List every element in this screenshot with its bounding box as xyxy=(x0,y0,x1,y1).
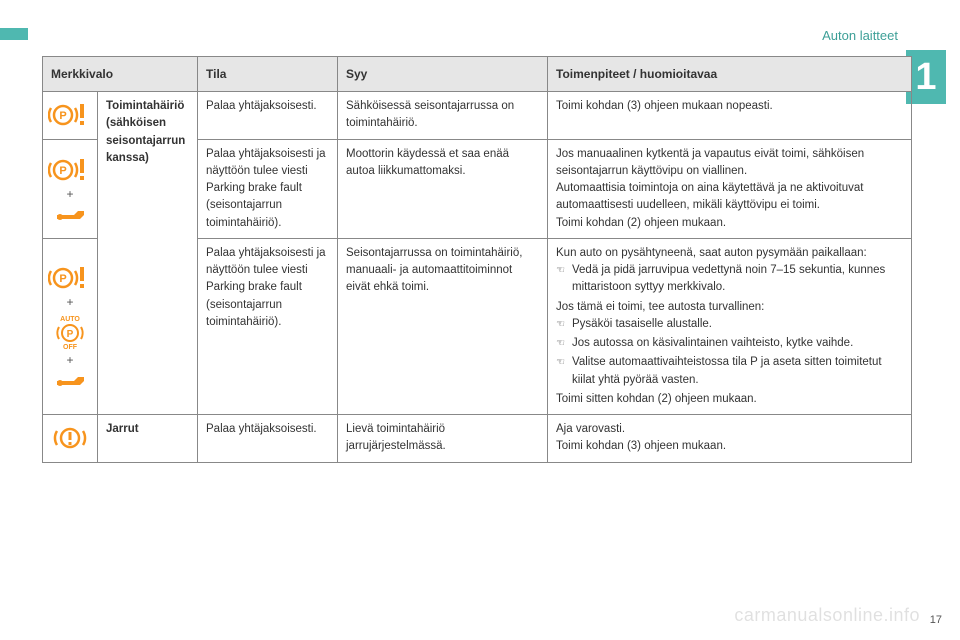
toim-text: Toimi kohdan (3) ohjeen mukaan nopeasti. xyxy=(548,92,912,140)
section-number: 1 xyxy=(906,50,946,104)
syy-text: Sähköisessä seisontajarrussa on toiminta… xyxy=(338,92,548,140)
tila-text: Palaa yhtäjaksoisesti. xyxy=(198,92,338,140)
page-number: 17 xyxy=(930,614,942,626)
col-toim: Toimenpiteet / huomioitavaa xyxy=(548,57,912,92)
svg-text:OFF: OFF xyxy=(63,344,78,349)
warning-icon-cell: P xyxy=(43,92,98,140)
toim-text: Kun auto on pysähtyneenä, saat auton pys… xyxy=(548,238,912,414)
svg-text:P: P xyxy=(59,273,66,285)
plus-sign: + xyxy=(47,351,93,369)
syy-text: Lievä toimintahäiriö jarrujärjestelmässä… xyxy=(338,415,548,463)
watermark: carmanualsonline.info xyxy=(734,605,920,626)
header-title: Auton laitteet xyxy=(822,28,898,43)
bullet-list: Vedä ja pidä jarruvipua vedettynä noin 7… xyxy=(556,262,903,297)
warning-table: Merkkivalo Tila Syy Toimenpiteet / huomi… xyxy=(42,56,912,463)
plus-sign: + xyxy=(47,185,93,203)
svg-text:P: P xyxy=(67,329,74,340)
list-item: Valitse automaattivaihteistossa tila P j… xyxy=(556,354,903,389)
toim-pre: Kun auto on pysähtyneenä, saat auton pys… xyxy=(556,245,903,262)
toim-mid: Jos tämä ei toimi, tee autosta turvallin… xyxy=(556,299,903,316)
accent-tab xyxy=(0,28,28,40)
tila-text: Palaa yhtäjaksoisesti ja näyttöön tulee … xyxy=(198,238,338,414)
toim-text: Jos manuaalinen kytkentä ja vapautus eiv… xyxy=(548,139,912,238)
toim-post: Toimi sitten kohdan (2) ohjeen mukaan. xyxy=(556,391,903,408)
brake-warning-icon xyxy=(50,425,90,451)
parking-brake-fault-icon: P xyxy=(48,157,92,183)
warning-label: Toimintahäiriö (sähköisen seisontajarrun… xyxy=(98,92,198,415)
list-item: Pysäköi tasaiselle alustalle. xyxy=(556,316,903,333)
warning-icon-cell: P + xyxy=(43,139,98,238)
warning-icon-cell: P + AUTO P OFF + xyxy=(43,238,98,414)
plus-sign: + xyxy=(47,293,93,311)
bullet-list: Pysäköi tasaiselle alustalle. Jos autoss… xyxy=(556,316,903,389)
svg-text:AUTO: AUTO xyxy=(60,316,80,323)
auto-p-off-icon: AUTO P OFF xyxy=(52,313,88,349)
syy-text: Moottorin käydessä et saa enää autoa lii… xyxy=(338,139,548,238)
svg-text:P: P xyxy=(59,110,66,122)
table-row: P Toimintahäiriö (sähköisen seisontajarr… xyxy=(43,92,912,140)
tila-text: Palaa yhtäjaksoisesti. xyxy=(198,415,338,463)
parking-brake-fault-icon: P xyxy=(48,265,92,291)
tila-text: Palaa yhtäjaksoisesti ja näyttöön tulee … xyxy=(198,139,338,238)
warning-label: Jarrut xyxy=(98,415,198,463)
list-item: Jos autossa on käsivalintainen vaihteist… xyxy=(556,335,903,352)
wrench-icon xyxy=(54,205,86,221)
warning-icon-cell xyxy=(43,415,98,463)
col-tila: Tila xyxy=(198,57,338,92)
list-item: Vedä ja pidä jarruvipua vedettynä noin 7… xyxy=(556,262,903,297)
syy-text: Seisontajarrussa on toimintahäiriö, manu… xyxy=(338,238,548,414)
col-merkkivalo: Merkkivalo xyxy=(43,57,198,92)
wrench-icon xyxy=(54,371,86,387)
warning-table-wrapper: Merkkivalo Tila Syy Toimenpiteet / huomi… xyxy=(42,56,912,463)
table-row: Jarrut Palaa yhtäjaksoisesti. Lievä toim… xyxy=(43,415,912,463)
svg-text:P: P xyxy=(59,165,66,177)
col-syy: Syy xyxy=(338,57,548,92)
toim-text: Aja varovasti. Toimi kohdan (3) ohjeen m… xyxy=(548,415,912,463)
parking-brake-fault-icon: P xyxy=(48,102,92,128)
